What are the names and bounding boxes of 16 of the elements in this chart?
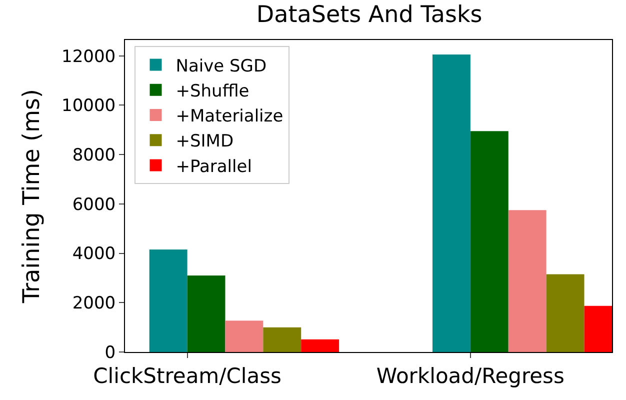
legend-label: +SIMD: [176, 132, 234, 152]
legend-label: Naive SGD: [176, 56, 267, 76]
y-tick-label: 4000: [72, 244, 116, 264]
y-tick-label: 6000: [72, 194, 116, 215]
x-tick-label: ClickStream/Class: [93, 364, 282, 388]
y-tick-label: 8000: [72, 145, 116, 166]
legend-label: +Materialize: [176, 106, 284, 127]
y-tick-label: 2000: [72, 294, 116, 314]
legend-label: +Shuffle: [176, 82, 250, 102]
y-tick-label: 0: [104, 342, 116, 363]
y-tick-label: 10000: [62, 96, 116, 116]
x-tick-label: Workload/Regress: [376, 364, 564, 388]
legend-label: +Parallel: [176, 156, 252, 177]
y-tick-label: 12000: [62, 46, 116, 67]
chart-title: DataSets And Tasks: [256, 2, 482, 28]
y-axis-title: Training Time (ms): [18, 89, 45, 304]
